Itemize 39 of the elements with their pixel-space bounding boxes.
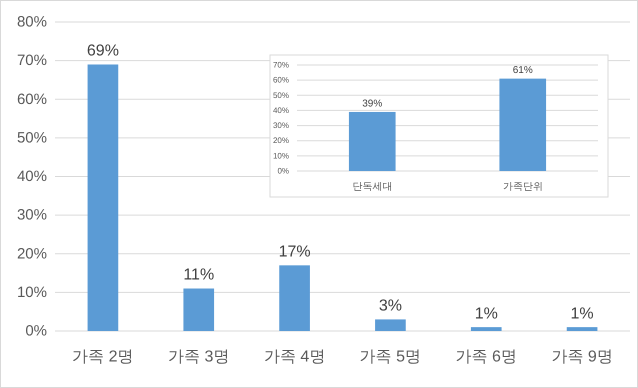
x-tick-label: 가족 6명 xyxy=(456,348,517,366)
y-tick-label: 70% xyxy=(272,60,289,70)
y-tick-label: 40% xyxy=(16,168,47,185)
data-label: 39% xyxy=(362,98,382,110)
y-tick-label: 30% xyxy=(272,121,289,130)
y-tick-label: 0% xyxy=(277,166,289,176)
bar xyxy=(470,327,502,331)
data-label: 1% xyxy=(474,305,498,322)
x-tick-label: 가족 4명 xyxy=(264,348,326,366)
y-tick-label: 20% xyxy=(272,136,289,146)
y-tick-label: 40% xyxy=(272,106,289,115)
y-tick-label: 20% xyxy=(16,245,47,262)
y-tick-label: 70% xyxy=(16,52,47,70)
data-label: 61% xyxy=(512,65,533,76)
y-tick-label: 60% xyxy=(16,90,47,108)
data-label: 11% xyxy=(183,266,214,284)
x-tick-label: 가족 9명 xyxy=(551,348,613,366)
data-label: 3% xyxy=(378,298,402,315)
bar xyxy=(279,265,310,331)
x-tick-label: 가족 3명 xyxy=(168,348,230,366)
x-tick-label: 가족단위 xyxy=(502,182,543,192)
bar xyxy=(375,319,406,331)
y-tick-label: 0% xyxy=(25,322,47,340)
y-tick-label: 80% xyxy=(16,14,47,30)
y-tick-label: 30% xyxy=(16,206,47,224)
y-tick-label: 10% xyxy=(272,151,289,160)
x-tick-label: 단독세대 xyxy=(352,182,392,192)
x-tick-label: 가족 5명 xyxy=(360,348,422,366)
x-tick-label: 가족 2명 xyxy=(72,348,134,366)
y-tick-label: 50% xyxy=(272,90,289,100)
bar xyxy=(566,327,598,331)
y-tick-label: 60% xyxy=(272,76,289,85)
bar xyxy=(88,64,118,331)
data-label: 1% xyxy=(570,305,594,322)
data-label: 17% xyxy=(278,244,311,261)
y-tick-label: 10% xyxy=(16,284,47,301)
bar xyxy=(183,288,214,331)
y-tick-label: 50% xyxy=(16,129,47,146)
data-label: 69% xyxy=(86,42,119,60)
